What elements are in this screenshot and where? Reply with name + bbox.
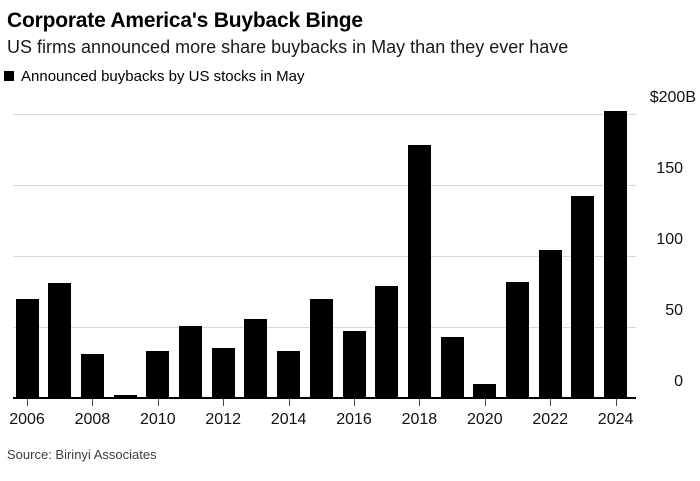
bar-2023 [571,196,595,398]
bar-2017 [375,285,399,398]
y-axis-label-150: 150 [656,160,683,177]
x-axis-label-2008: 2008 [74,411,111,428]
bar-2010 [146,351,170,398]
bar-2021 [506,281,529,398]
bar-2006 [15,298,39,398]
x-tick-2024 [615,399,617,406]
bar-2008 [80,354,104,398]
y-axis-label-0: 0 [674,373,683,390]
x-axis-label-2014: 2014 [270,411,307,428]
y-axis-label-50: 50 [665,302,683,319]
bar-2014 [277,351,301,398]
legend-swatch-icon [4,71,14,81]
gridline-200 [13,114,636,115]
bar-2024 [604,111,628,398]
x-axis-label-2006: 2006 [9,411,45,428]
bar-2022 [538,250,562,398]
x-tick-2012 [223,399,225,406]
x-axis-label-2020: 2020 [467,411,503,428]
x-axis-label-2016: 2016 [336,411,372,428]
x-axis-label-2022: 2022 [532,411,568,428]
gridline-100 [13,256,636,257]
bar-2015 [309,298,333,398]
chart-subtitle: US firms announced more share buybacks i… [7,37,569,57]
legend-label: Announced buybacks by US stocks in May [21,67,305,85]
bar-2007 [48,283,72,398]
chart-title: Corporate America's Buyback Binge [7,9,363,32]
x-tick-2010 [157,399,159,406]
x-axis-line [13,397,636,399]
x-tick-2016 [354,399,355,406]
x-tick-2018 [419,399,421,406]
bar-2019 [440,336,464,398]
x-tick-2014 [288,399,290,406]
x-axis-label-2024: 2024 [597,411,634,428]
x-axis-label-2018: 2018 [401,411,438,428]
legend: Announced buybacks by US stocks in May [4,67,305,85]
gridline-150 [13,185,636,186]
source-note: Source: Birinyi Associates [7,447,157,462]
x-tick-2022 [550,399,552,406]
y-axis-label-200: $200B [649,89,696,106]
bar-2009 [113,395,137,398]
x-tick-2006 [27,399,28,406]
bar-2011 [179,325,202,398]
y-axis-label-100: 100 [656,231,683,248]
x-tick-2020 [484,399,486,406]
x-axis-label-2010: 2010 [140,411,176,428]
bar-2020 [473,383,497,398]
bar-2016 [342,331,366,398]
bar-2013 [244,318,268,398]
bar-2012 [211,348,235,398]
x-tick-2008 [92,399,94,406]
bar-2018 [407,145,431,398]
x-axis-label-2012: 2012 [205,411,241,428]
